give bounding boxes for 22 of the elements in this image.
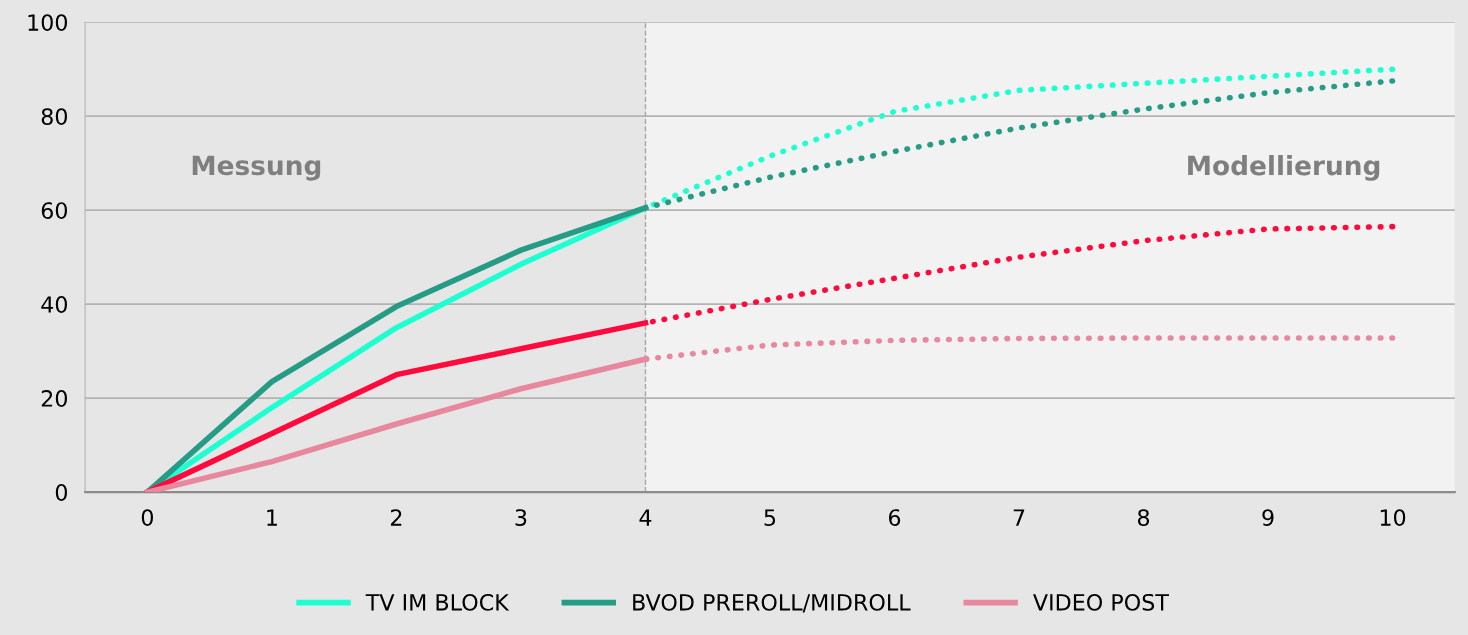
x-tick-label: 8 — [1137, 509, 1150, 526]
y-tick-label: 80 — [41, 108, 67, 125]
x-tick-label: 6 — [888, 509, 901, 526]
x-tick-label: 1 — [267, 509, 277, 526]
y-tick-label: 60 — [41, 202, 67, 219]
x-tick-label: 2 — [390, 509, 402, 526]
x-tick-label: 5 — [764, 509, 776, 526]
x-tick-label: 10 — [1380, 509, 1406, 526]
x-tick-label: 7 — [1013, 509, 1025, 526]
legend-label: TV IM BLOCK — [365, 593, 510, 611]
legend-label: BVOD PREROLL/MIDROLL — [633, 593, 911, 613]
x-tick-label: 0 — [141, 509, 153, 526]
y-tick-label: 20 — [41, 390, 67, 407]
y-tick-label: 40 — [41, 296, 67, 313]
annotation: Messung — [192, 155, 321, 181]
x-tick-label: 3 — [515, 509, 527, 526]
x-tick-label: 4 — [639, 509, 652, 526]
annotation: Modellierung — [1188, 155, 1380, 181]
x-tick-label: 9 — [1262, 509, 1274, 526]
y-tick-label: 100 — [28, 14, 67, 31]
y-tick-label: 0 — [55, 484, 67, 501]
legend-label: VIDEO POST — [1033, 593, 1169, 611]
